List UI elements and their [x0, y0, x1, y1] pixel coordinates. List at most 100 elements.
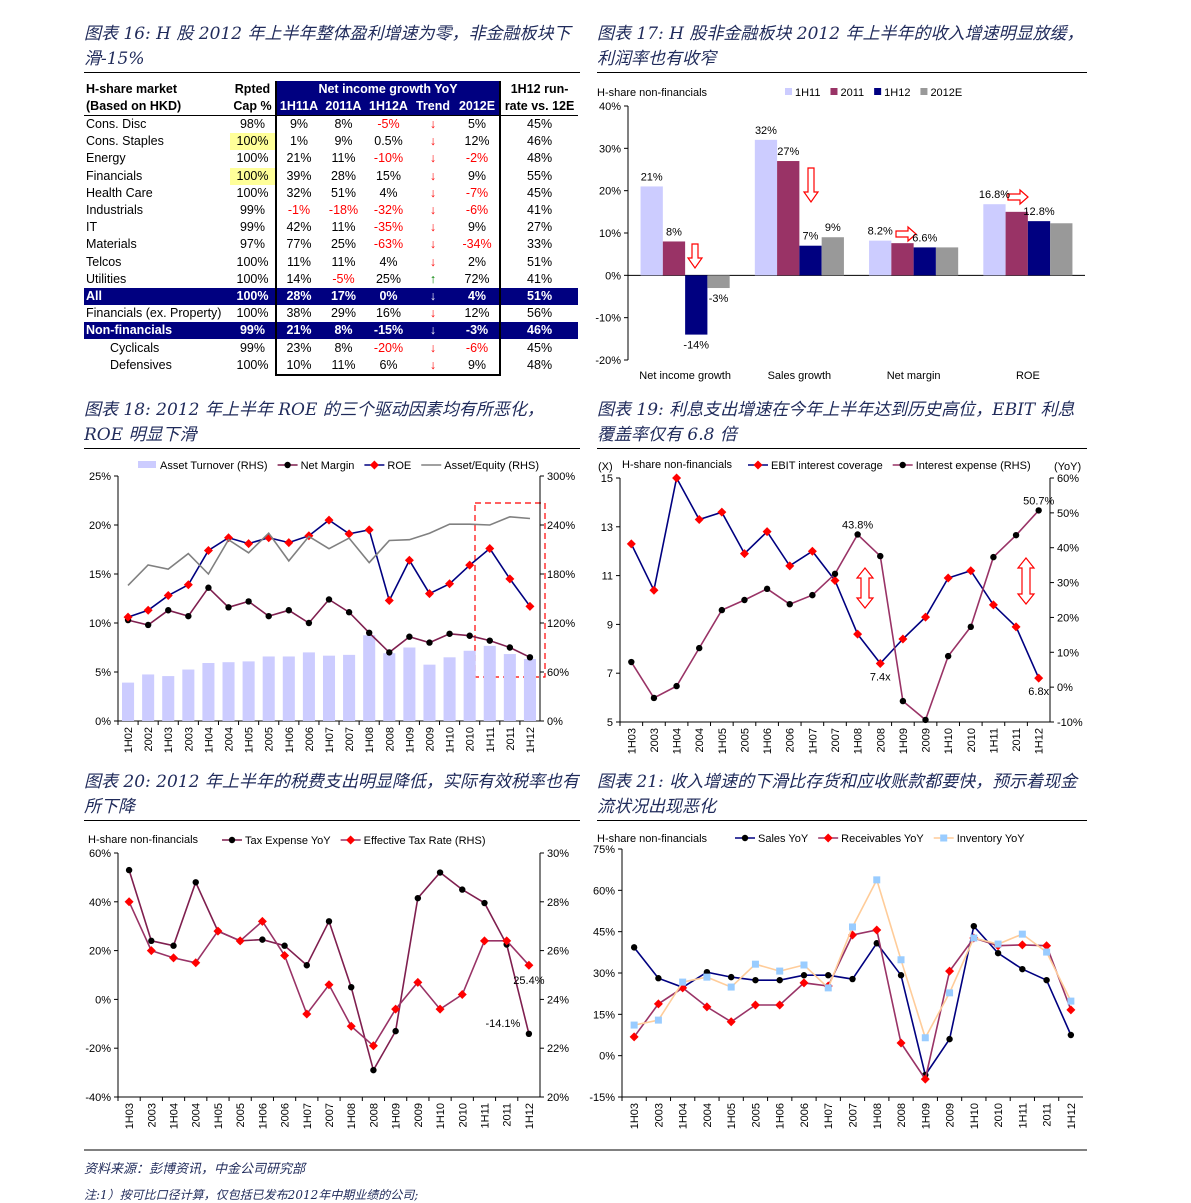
marker	[146, 946, 156, 956]
table-cell: 0.5%	[374, 134, 403, 149]
x-tick-label: 1H06	[762, 728, 774, 754]
marker	[324, 515, 334, 525]
marker	[786, 600, 793, 608]
legend-label: Asset/Equity (RHS)	[444, 460, 539, 472]
y-tick-label: 20%	[89, 946, 111, 958]
table-cell: -15%	[366, 322, 411, 340]
y2-tick-label: 10%	[1057, 647, 1079, 659]
table-cell: -32%	[373, 203, 404, 218]
bar	[523, 658, 536, 721]
marker	[123, 612, 133, 622]
bar	[777, 161, 800, 276]
y-tick-label: 30%	[593, 968, 615, 980]
table-cell: 99%	[239, 340, 266, 355]
marker	[284, 461, 291, 469]
table-cell: 56%	[527, 306, 553, 321]
marker	[203, 545, 213, 555]
marker	[823, 833, 833, 843]
table-cell: Utilities	[86, 271, 127, 286]
x-tick-label: 1H03	[124, 1103, 136, 1129]
table-row: (Based on HKD) Cap % 1H11A 2011A 1H12A Trend 2…	[84, 98, 579, 116]
table-cell: -6%	[455, 339, 502, 357]
bar	[443, 657, 456, 721]
table-cell: ↓	[429, 117, 437, 132]
table-cell: ↓	[429, 168, 437, 183]
table-cell: ↓	[429, 340, 437, 355]
chart-subtitle: H-share non-financials	[597, 833, 708, 845]
x-tick-label: 1H05	[244, 727, 256, 753]
table-cell: 21%	[275, 322, 321, 340]
bar	[662, 241, 686, 276]
y2-tick-label: 28%	[547, 897, 569, 909]
table-cell: 25%	[330, 237, 357, 252]
bar	[162, 676, 175, 721]
table-cell: -10%	[373, 151, 404, 166]
table-cell: 48%	[527, 151, 553, 166]
marker	[899, 697, 907, 705]
marker	[303, 962, 310, 969]
x-tick-label: 1H09	[391, 1103, 403, 1129]
table-cell: 2%	[455, 253, 502, 271]
table-cell: 29%	[330, 306, 357, 321]
marker	[244, 539, 254, 549]
marker	[369, 460, 379, 470]
marker	[727, 983, 735, 991]
table-cell: 99%	[239, 220, 266, 235]
table-cell: 51%	[330, 185, 357, 200]
data-label: 8%	[666, 226, 682, 238]
marker	[526, 654, 534, 661]
data-label: -3%	[709, 293, 729, 305]
table-cell: 39%	[275, 167, 321, 185]
table-cell: ↓	[429, 203, 437, 218]
table-cell: ↓	[429, 237, 437, 252]
x-tick-label: 1H07	[302, 1103, 314, 1129]
table-row: H-share market Rpted Net income growth YoY…	[84, 81, 578, 98]
data-label: 9%	[825, 222, 841, 234]
marker	[1043, 948, 1051, 956]
y2-tick-label: 300%	[547, 471, 575, 483]
y-tick-label: 5	[607, 717, 613, 729]
marker	[945, 966, 955, 976]
table-cell: 46%	[527, 134, 553, 149]
marker	[436, 869, 444, 876]
panel-title: 图表 17: H 股非金融板块 2012 年上半年的收入增速明显放缓，利润率也有…	[597, 22, 1087, 73]
x-tick-label: 1H04	[169, 1103, 181, 1129]
marker	[502, 936, 512, 946]
marker	[696, 644, 703, 652]
table-cell: Telcos	[86, 254, 122, 269]
table-cell: Trend	[411, 98, 455, 116]
y-tick-label: 15%	[593, 1009, 615, 1021]
y2-tick-label: 120%	[547, 618, 575, 630]
table-cell: 41%	[527, 271, 553, 286]
panel-title: 图表 21: 收入增速的下滑比存货和应收账款都要快，预示着现金流状况出现恶化	[597, 770, 1087, 821]
table-cell: Industrials	[86, 203, 143, 218]
x-tick-label: 1H11	[485, 727, 497, 752]
y2-tick-label: -10%	[1057, 717, 1083, 729]
x-tick-label: 2010	[465, 727, 477, 751]
line	[630, 509, 1040, 722]
table-cell: 100%	[236, 185, 269, 200]
table-cell: 4%	[455, 287, 502, 306]
x-tick-label: 2005	[264, 727, 276, 751]
marker	[525, 601, 535, 611]
y2-tick-label: 30%	[547, 848, 569, 860]
marker	[630, 944, 638, 951]
marker	[481, 899, 488, 907]
table-cell: 100%	[236, 254, 269, 269]
table-cell: 1%	[275, 133, 321, 151]
marker	[940, 834, 948, 842]
table-cell: 28%	[330, 168, 357, 183]
marker	[386, 649, 393, 656]
table-cell: -3%	[455, 322, 502, 340]
bar	[182, 669, 195, 721]
table-cell: All	[84, 287, 230, 306]
bar	[202, 663, 215, 721]
marker	[344, 529, 354, 539]
table-cell: -35%	[373, 220, 404, 235]
marker	[741, 596, 748, 604]
y-tick-label: -20%	[85, 1043, 111, 1055]
x-tick-label: 2004	[224, 727, 236, 751]
y2-tick-label: 20%	[547, 1092, 569, 1104]
marker	[739, 549, 749, 559]
marker	[170, 942, 177, 949]
